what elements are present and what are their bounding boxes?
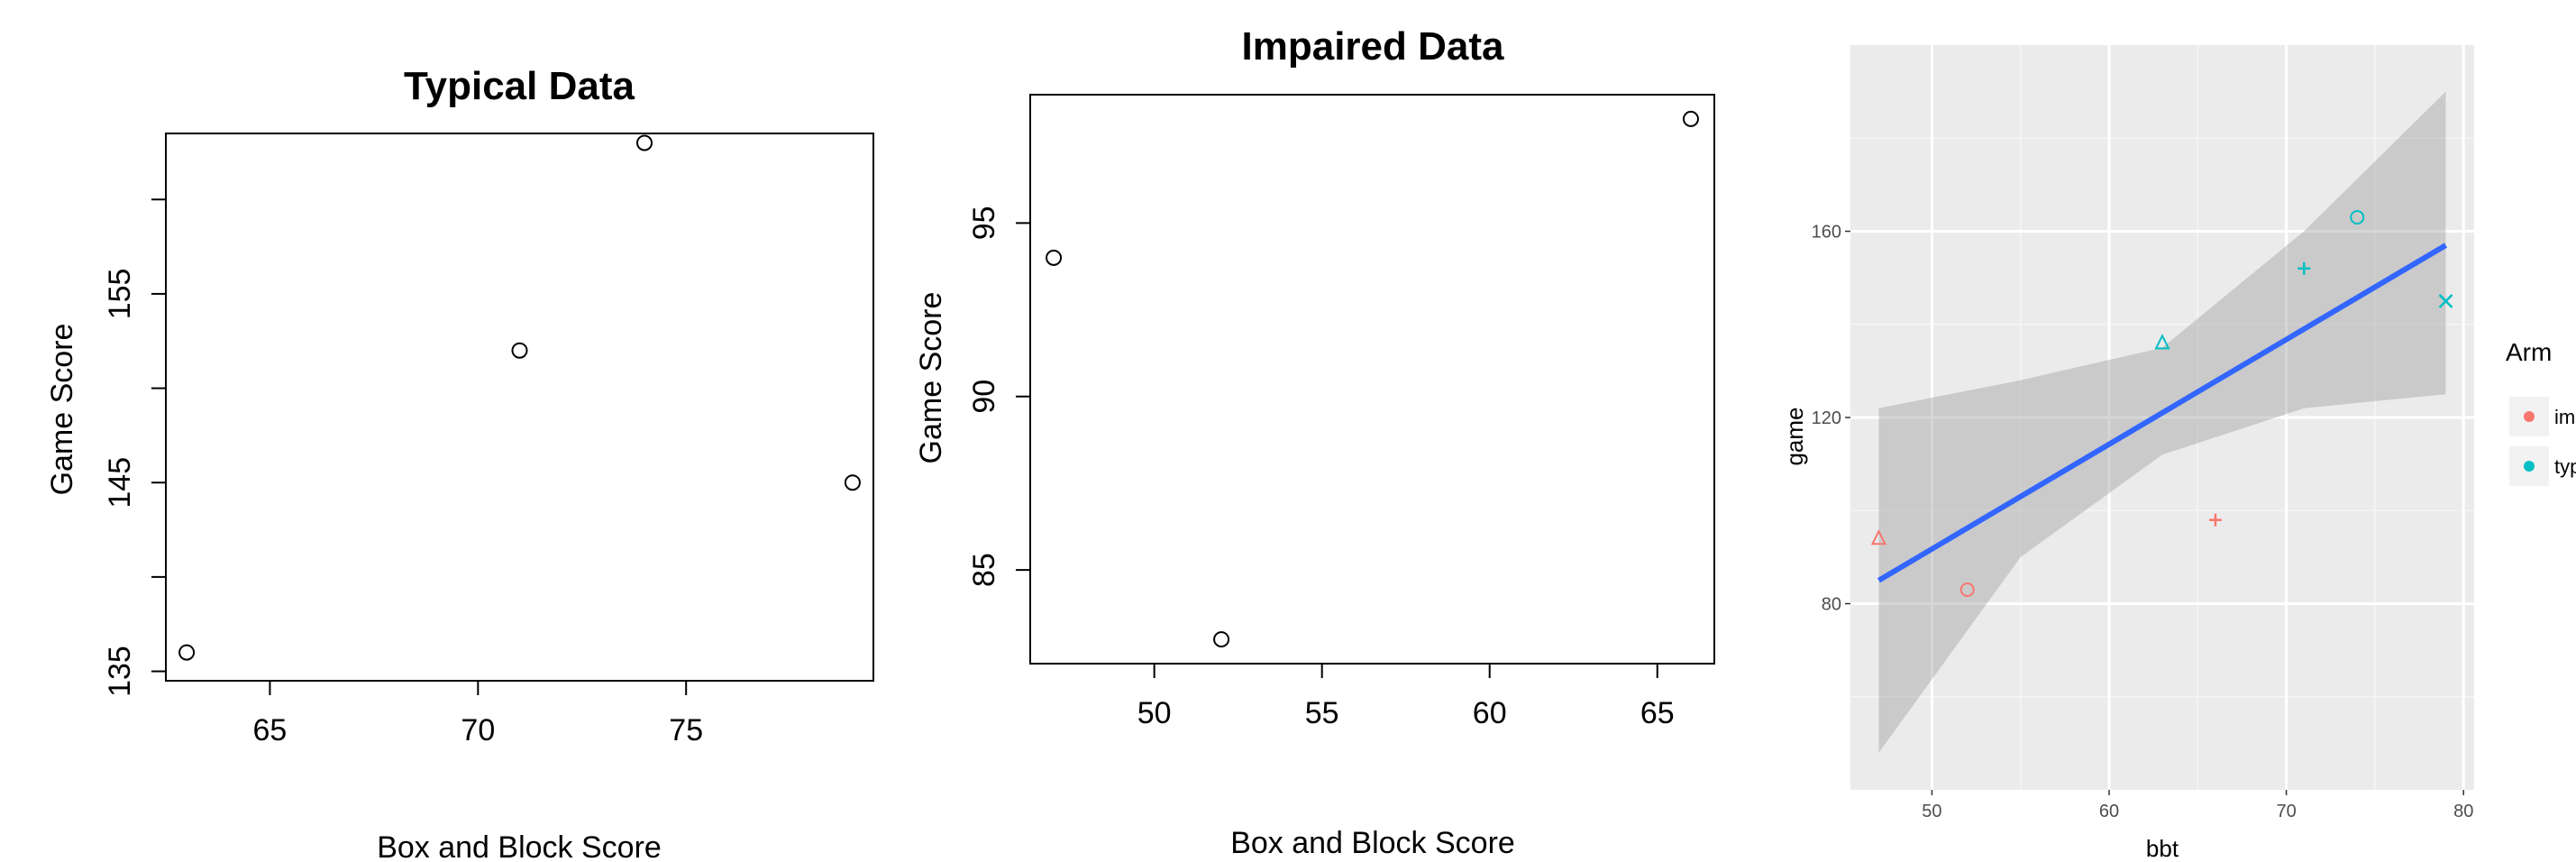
plot-frame [165, 133, 874, 682]
legend-key-dot [2524, 461, 2535, 472]
x-tick-label: 70 [2276, 802, 2296, 821]
regression-line [1877, 243, 2448, 583]
x-tick-label: 70 [461, 713, 495, 747]
typical-panel: Typical Data Box and Block Score Game Sc… [45, 64, 874, 862]
x-tick-label: 60 [2099, 802, 2119, 821]
data-point [1959, 582, 1975, 598]
typical-title: Typical Data [404, 64, 635, 108]
combined-y-axis-label: game [1781, 407, 1808, 465]
y-tick-label: 90 [967, 380, 1001, 414]
combined-x-axis-label: bbt [2146, 835, 2179, 862]
plot-frame [1029, 94, 1715, 665]
data-point [1870, 528, 1887, 546]
data-point [636, 134, 653, 151]
x-tick-label: 50 [1137, 696, 1172, 730]
x-tick-label: 55 [1305, 696, 1339, 730]
data-point [1046, 249, 1063, 266]
x-tick-label: 80 [2453, 802, 2473, 821]
y-tick-label: 135 [103, 646, 137, 697]
y-tick-label: 120 [1812, 408, 1841, 428]
x-tick-label: 65 [1640, 696, 1675, 730]
x-tick-label: 60 [1473, 696, 1507, 730]
x-tick-label: 65 [253, 713, 288, 747]
y-tick-label: 95 [967, 206, 1001, 240]
x-tick-label: 75 [669, 713, 703, 747]
data-point [2438, 294, 2453, 308]
y-tick-label: 145 [103, 457, 137, 509]
impaired-title: Impaired Data [1242, 24, 1505, 69]
legend-title: Arm [2506, 338, 2552, 366]
impaired-y-axis-label: Game Score [914, 292, 948, 464]
impaired-x-axis-label: Box and Block Score [1230, 826, 1515, 860]
y-tick-label: 160 [1812, 223, 1841, 243]
data-point [511, 342, 528, 359]
data-point [2208, 513, 2222, 527]
data-point [1213, 631, 1230, 648]
y-tick-label: 80 [1822, 595, 1841, 615]
data-point [844, 474, 861, 491]
x-tick-label: 50 [1922, 802, 1941, 821]
data-point [2154, 334, 2170, 350]
legend-label: typ [2554, 455, 2576, 478]
impaired-panel: Impaired Data Box and Block Score Game S… [914, 24, 1715, 860]
legend-key-dot [2524, 411, 2535, 422]
y-tick-label: 85 [967, 553, 1001, 587]
typical-x-axis-label: Box and Block Score [377, 830, 662, 862]
combined-panel: 50 60 70 80 80 120 160 bbt game Arm imp typ [1781, 45, 2576, 862]
confidence-band [1878, 91, 2446, 753]
data-point [178, 644, 196, 661]
legend-label: imp [2554, 406, 2576, 428]
y-tick-label: 155 [103, 269, 137, 320]
data-point [2297, 261, 2311, 275]
data-point [1682, 110, 1699, 127]
typical-y-axis-label: Game Score [45, 324, 79, 496]
data-point [2350, 210, 2365, 225]
